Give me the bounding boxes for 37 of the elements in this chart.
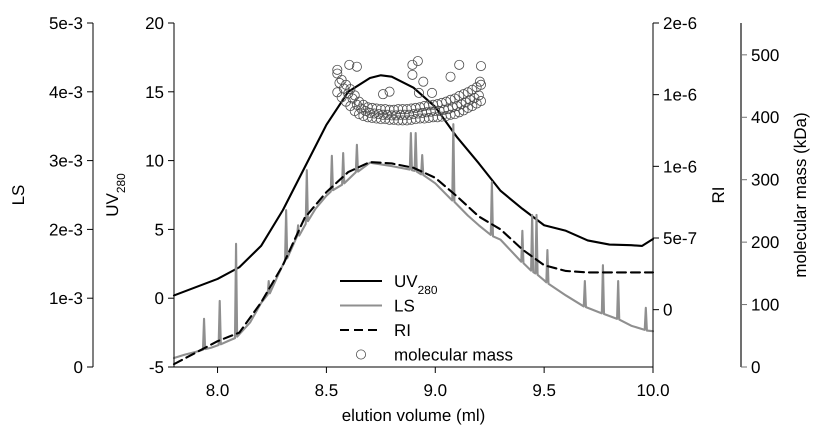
y-tick-label: 200 xyxy=(751,233,780,252)
y-tick-label: 300 xyxy=(751,170,780,190)
x-axis-title: elution volume (ml) xyxy=(342,406,486,425)
y-tick-label: 20 xyxy=(145,14,164,33)
x-tick-label: 10.0 xyxy=(636,381,670,400)
y-tick-label: 100 xyxy=(751,296,780,315)
y2-tick-label: 0 xyxy=(663,300,672,320)
y-tick-label: -5 xyxy=(148,358,164,377)
x-tick-label: 9.5 xyxy=(532,381,556,400)
y-tick-label: 5 xyxy=(154,220,164,240)
y3-axis-title: LS xyxy=(9,184,28,206)
y-axis-title: molecular mass (kDa) xyxy=(791,112,810,278)
line-series xyxy=(172,123,654,360)
y-tick-label: 10 xyxy=(145,152,164,171)
y3-tick-label: 5e-3 xyxy=(48,14,83,33)
legend-label: UV$_{280}$ xyxy=(394,272,438,297)
x-tick-label: 9.0 xyxy=(423,381,448,400)
y3-tick-label: 3e-3 xyxy=(48,152,83,171)
y2-tick-label: 2e-6 xyxy=(663,14,698,33)
y-tick-label: 15 xyxy=(145,82,164,102)
x-tick-label: 8.5 xyxy=(314,381,338,400)
y-tick-label: 0 xyxy=(154,289,164,308)
y2-tick-label: 1e-6 xyxy=(663,157,698,176)
y3-tick-label: 1e-3 xyxy=(48,289,83,308)
y3-tick-label: 4e-3 xyxy=(48,82,83,102)
y3-tick-label: 0 xyxy=(74,358,83,377)
y2-axis-title: RI xyxy=(709,186,728,204)
x-tick-label: 8.0 xyxy=(206,381,230,400)
y3-tick-label: 2e-3 xyxy=(48,220,83,240)
y-tick-label: 500 xyxy=(751,46,780,65)
legend-label: LS xyxy=(394,296,415,316)
y-tick-label: 400 xyxy=(751,108,780,128)
y2-tick-label: 5e-7 xyxy=(663,228,698,248)
y-tick-label: 0 xyxy=(751,358,760,377)
legend-label: molecular mass xyxy=(394,345,514,364)
legend-label: RI xyxy=(394,320,411,340)
y2-tick-label: 1e-6 xyxy=(663,86,698,105)
